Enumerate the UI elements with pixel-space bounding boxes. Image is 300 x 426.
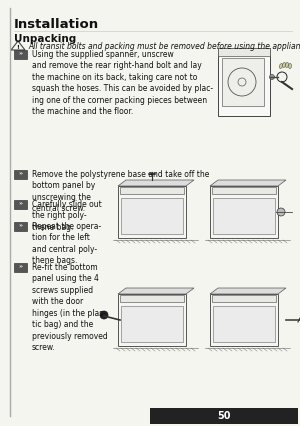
Text: »: »: [18, 265, 22, 270]
FancyBboxPatch shape: [14, 49, 27, 58]
FancyBboxPatch shape: [213, 306, 275, 342]
Text: Using the supplied spanner, unscrew
and remove the rear right-hand bolt and lay
: Using the supplied spanner, unscrew and …: [32, 50, 213, 116]
FancyBboxPatch shape: [14, 199, 27, 208]
Text: »: »: [18, 52, 22, 57]
FancyBboxPatch shape: [121, 306, 183, 342]
Ellipse shape: [279, 63, 283, 69]
FancyBboxPatch shape: [212, 187, 276, 194]
FancyBboxPatch shape: [120, 295, 184, 302]
Text: !: !: [16, 45, 20, 50]
Text: »: »: [18, 172, 22, 176]
Ellipse shape: [289, 63, 292, 69]
Text: Carefully slide out
the right poly-
thene bag.: Carefully slide out the right poly- then…: [32, 200, 102, 232]
Text: »: »: [18, 224, 22, 228]
FancyBboxPatch shape: [210, 294, 278, 346]
Text: Unpacking: Unpacking: [14, 34, 76, 44]
Polygon shape: [118, 288, 194, 294]
FancyBboxPatch shape: [218, 48, 270, 56]
Ellipse shape: [282, 63, 286, 67]
Text: Installation: Installation: [14, 18, 99, 31]
FancyBboxPatch shape: [118, 186, 186, 238]
Text: Re-fit the bottom
panel using the 4
screws supplied
with the door
hinges (in the: Re-fit the bottom panel using the 4 scre…: [32, 263, 108, 352]
FancyBboxPatch shape: [118, 294, 186, 346]
Circle shape: [100, 311, 108, 319]
FancyBboxPatch shape: [212, 295, 276, 302]
FancyBboxPatch shape: [210, 186, 278, 238]
Text: »: »: [18, 201, 22, 207]
Text: Remove the polystyrene base and take off the
bottom panel by
unscrewing the
cent: Remove the polystyrene base and take off…: [32, 170, 209, 213]
Text: 50: 50: [217, 411, 231, 421]
FancyBboxPatch shape: [222, 58, 264, 106]
Polygon shape: [210, 288, 286, 294]
Text: Repeat the opera-
tion for the left
and central poly-
thene bags.: Repeat the opera- tion for the left and …: [32, 222, 101, 265]
Text: All transit bolts and packing must be removed before using the appliance.: All transit bolts and packing must be re…: [28, 42, 300, 51]
FancyBboxPatch shape: [121, 198, 183, 234]
Circle shape: [269, 75, 275, 80]
FancyBboxPatch shape: [14, 222, 27, 230]
FancyBboxPatch shape: [218, 48, 270, 116]
Polygon shape: [210, 180, 286, 186]
Ellipse shape: [286, 63, 289, 67]
Polygon shape: [118, 180, 194, 186]
FancyBboxPatch shape: [150, 408, 298, 424]
Circle shape: [277, 208, 285, 216]
FancyBboxPatch shape: [120, 187, 184, 194]
FancyBboxPatch shape: [14, 262, 27, 271]
FancyBboxPatch shape: [14, 170, 27, 178]
FancyBboxPatch shape: [213, 198, 275, 234]
